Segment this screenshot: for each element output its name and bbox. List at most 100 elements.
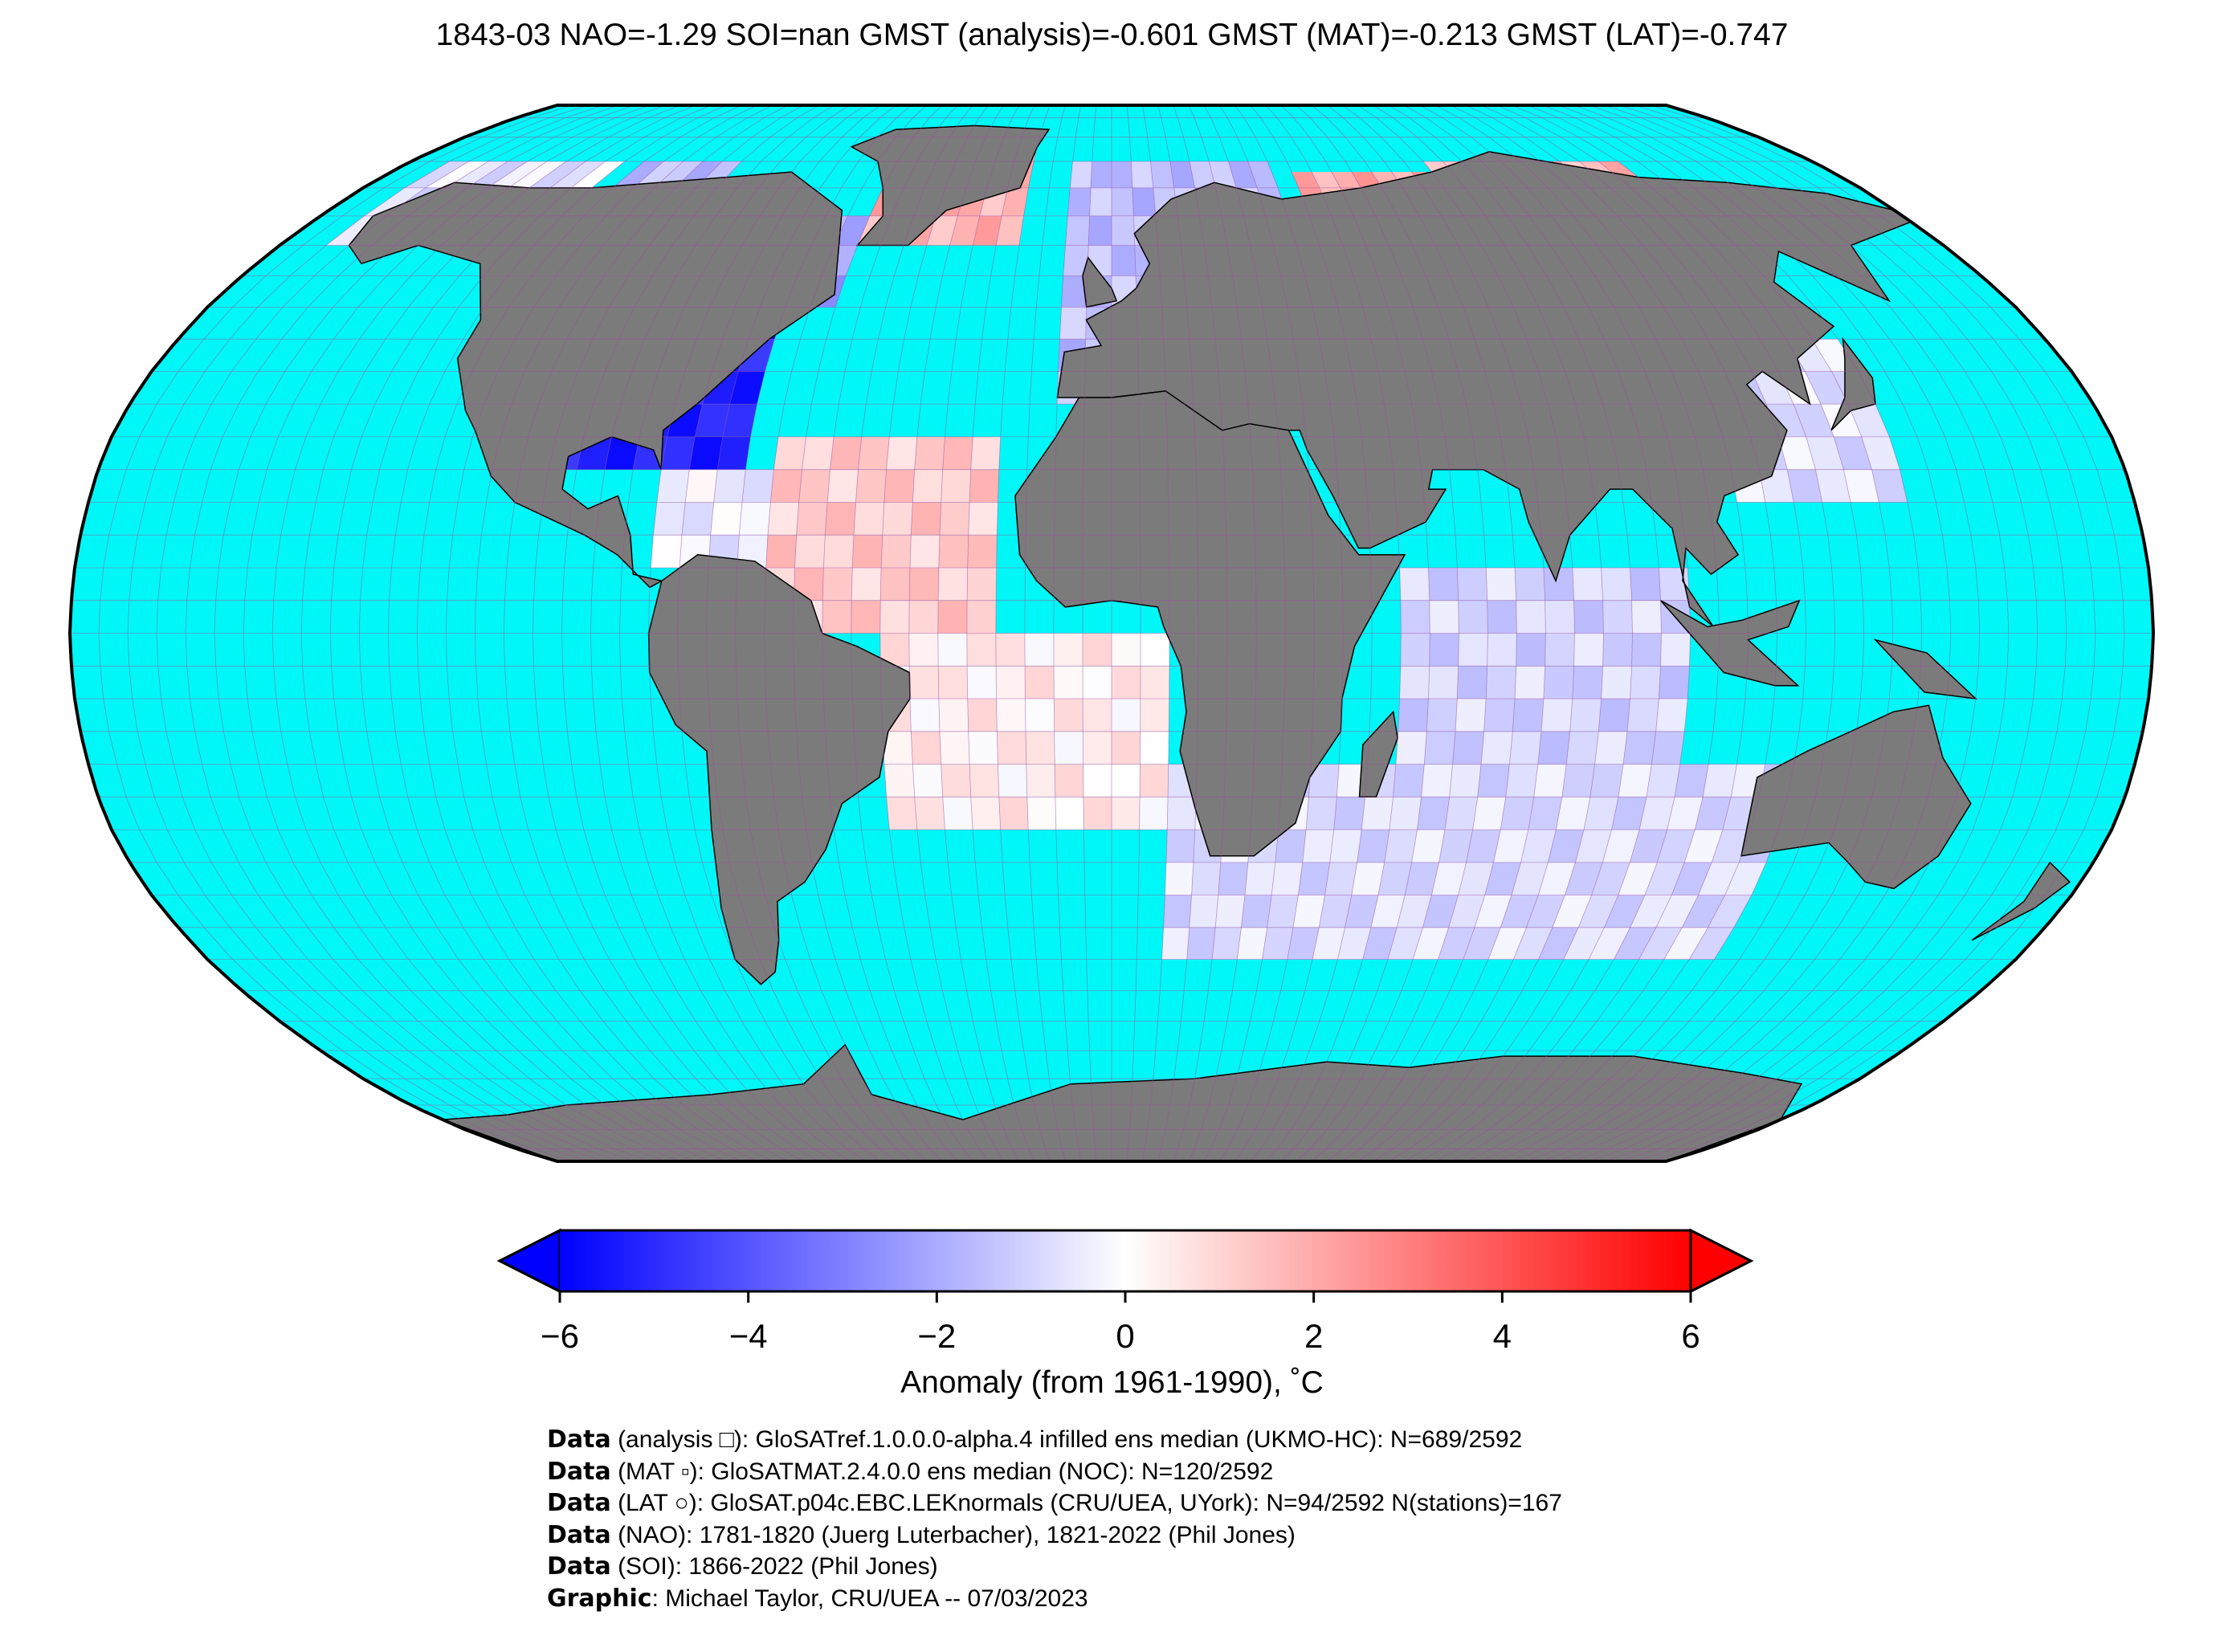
anomaly-cell xyxy=(1512,862,1549,895)
anomaly-cell xyxy=(1572,568,1603,601)
anomaly-cell xyxy=(852,535,883,568)
anomaly-cell xyxy=(1241,895,1272,928)
anomaly-cell xyxy=(1025,666,1055,699)
anomaly-cell xyxy=(1805,371,1848,405)
anomaly-cell xyxy=(1141,633,1170,667)
anomaly-cell xyxy=(1112,245,1136,276)
anomaly-cell xyxy=(1411,830,1445,863)
anomaly-cell xyxy=(942,797,973,830)
anomaly-cell xyxy=(967,535,998,568)
colorbar-label: Anomaly (from 1961-1990), ˚C xyxy=(900,1365,1324,1400)
anomaly-cell xyxy=(1659,568,1690,601)
anomaly-cell xyxy=(1337,927,1371,960)
anomaly-cell xyxy=(1063,245,1089,276)
anomaly-cell xyxy=(1247,161,1279,188)
anomaly-cell xyxy=(1630,895,1672,928)
anomaly-cell xyxy=(822,600,852,634)
anomaly-cell xyxy=(942,436,973,470)
anomaly-cell xyxy=(1611,797,1647,830)
anomaly-cell xyxy=(851,600,881,634)
anomaly-cell xyxy=(949,215,980,246)
anomaly-cell xyxy=(1275,830,1307,863)
anomaly-cell xyxy=(1516,633,1546,667)
anomaly-cell xyxy=(1287,927,1320,960)
anomaly-cell xyxy=(1660,633,1691,667)
anomaly-cell xyxy=(1054,731,1083,765)
anomaly-cell xyxy=(937,600,968,634)
anomaly-cell xyxy=(1663,927,1708,960)
anomaly-cell xyxy=(1455,699,1487,732)
anomaly-region-southern-ocean xyxy=(1161,764,1794,960)
anomaly-cell xyxy=(1528,797,1562,830)
anomaly-cell xyxy=(1293,895,1325,928)
anomaly-cell xyxy=(1631,600,1662,634)
anomaly-cell xyxy=(1070,161,1092,188)
anomaly-cell xyxy=(1400,600,1430,634)
anomaly-cell xyxy=(1573,633,1604,667)
anomaly-cell xyxy=(729,371,765,405)
anomaly-cell xyxy=(1112,215,1135,246)
anomaly-cell xyxy=(1399,666,1430,699)
anomaly-cell xyxy=(938,535,969,568)
anomaly-cell xyxy=(937,633,968,667)
credit-text: (analysis □): GloSATref.1.0.0.0-alpha.4 … xyxy=(610,1426,1523,1453)
anomaly-cell xyxy=(1053,633,1083,667)
anomaly-cell xyxy=(1569,699,1602,732)
anomaly-cell xyxy=(941,469,971,503)
anomaly-cell xyxy=(1191,862,1221,895)
anomaly-cell xyxy=(1140,764,1169,797)
anomaly-cell xyxy=(938,699,969,732)
anomaly-cell xyxy=(1345,895,1378,928)
anomaly-cell xyxy=(1638,927,1683,960)
anomaly-cell xyxy=(1083,666,1112,699)
anomaly-cell xyxy=(1466,830,1501,863)
anomaly-cell xyxy=(1139,797,1169,830)
anomaly-cell xyxy=(1245,862,1275,895)
credit-label: Graphic xyxy=(547,1584,652,1613)
anomaly-cell xyxy=(1815,469,1851,503)
anomaly-cell xyxy=(1483,699,1516,732)
anomaly-cell xyxy=(605,436,639,470)
anomaly-cell xyxy=(1271,862,1303,895)
anomaly-cell xyxy=(1598,699,1630,732)
anomaly-cell xyxy=(770,469,802,503)
colorbar-tick-label: 6 xyxy=(1681,1317,1700,1355)
anomaly-cell xyxy=(713,469,746,503)
anomaly-cell xyxy=(1088,215,1112,246)
grid-lines xyxy=(70,105,2153,1161)
anomaly-cell xyxy=(968,502,998,536)
anomaly-cell xyxy=(1431,862,1467,895)
anomaly-cell xyxy=(1618,764,1652,797)
anomaly-cell xyxy=(1091,161,1112,188)
credit-text: (MAT ▫): GloSATMAT.2.4.0.0 ens median (N… xyxy=(610,1458,1274,1485)
anomaly-cell xyxy=(796,502,828,536)
anomaly-cell xyxy=(1417,797,1450,830)
anomaly-cell xyxy=(1618,862,1658,895)
anomaly-cell xyxy=(1537,731,1570,765)
figure-title: 1843-03 NAO=-1.29 SOI=nan GMST (analysis… xyxy=(435,18,1789,52)
anomaly-cell xyxy=(1267,895,1299,928)
colorbar-tick-label: 4 xyxy=(1492,1317,1512,1355)
anomaly-cell xyxy=(834,215,870,246)
anomaly-cell xyxy=(722,404,757,437)
anomaly-region-tropical-north-atlantic xyxy=(764,436,1001,634)
anomaly-cell xyxy=(1500,895,1539,928)
anomaly-cell xyxy=(1361,797,1394,830)
anomaly-cell xyxy=(1659,666,1690,699)
anomaly-cell xyxy=(1520,830,1557,863)
anomaly-cell xyxy=(1083,699,1112,732)
anomaly-cell xyxy=(467,161,528,188)
anomaly-cell xyxy=(926,215,958,246)
anomaly-cell xyxy=(1545,633,1575,667)
anomaly-cell xyxy=(1541,699,1573,732)
anomaly-cell xyxy=(1026,731,1055,765)
colorbar-tick-label: 2 xyxy=(1304,1317,1324,1355)
anomaly-cell xyxy=(710,502,742,536)
anomaly-cell xyxy=(1573,600,1604,634)
anomaly-cell xyxy=(1584,797,1618,830)
anomaly-cell xyxy=(1424,731,1455,765)
anomaly-cell xyxy=(1212,927,1242,960)
anomaly-cell xyxy=(1515,666,1545,699)
anomaly-cell xyxy=(1061,275,1088,308)
anomaly-cell xyxy=(882,731,913,765)
